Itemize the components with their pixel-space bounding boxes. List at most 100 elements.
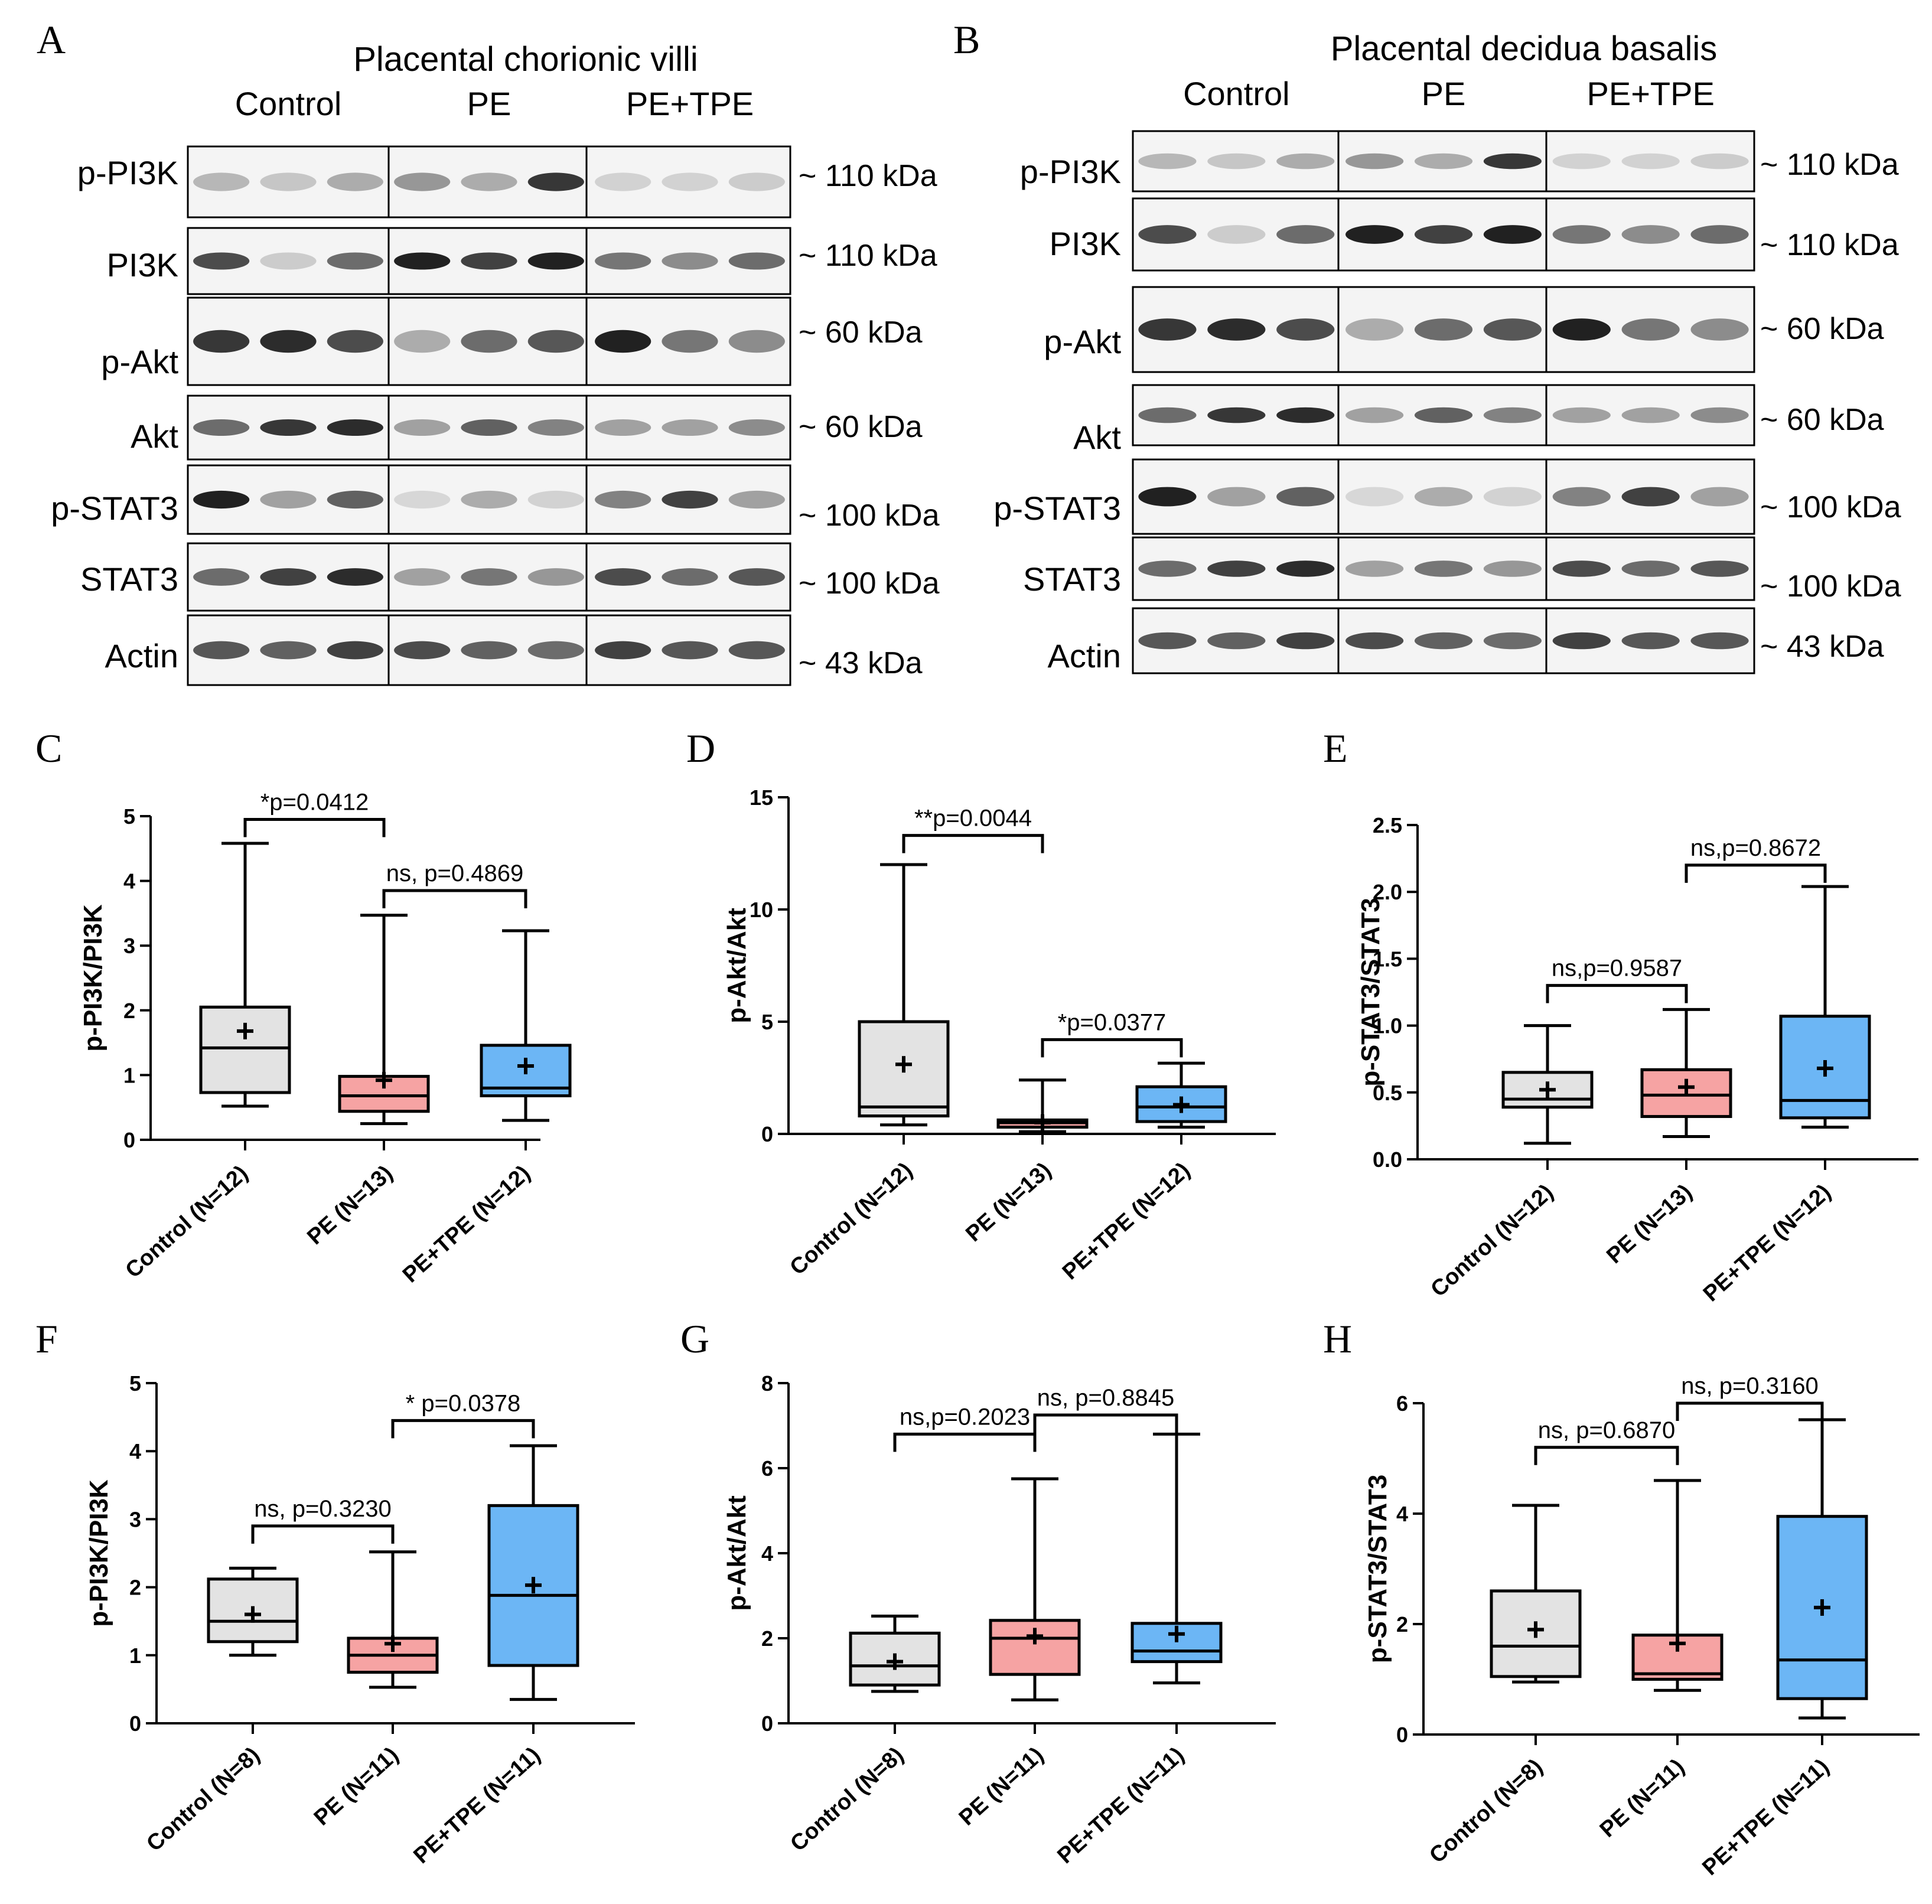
box-0 [849,1615,941,1734]
band [260,172,317,191]
p-value-label: ns,p=0.9587 [1552,956,1682,982]
x-tick-label: PE (N=13) [1602,1179,1697,1269]
box-0 [199,842,291,1150]
band [1207,225,1266,244]
bracket-line [391,1419,535,1439]
p-value-label: ns, p=0.3160 [1681,1373,1818,1399]
band [394,252,451,270]
bracket-line [1685,863,1827,883]
x-tick-label: PE+TPE (N=12) [1058,1158,1195,1284]
band [1345,487,1404,507]
boxplot-panel-C: C 0 1 2 3 4 5 p-PI3K/PI3K Control (N=12) PE (N=13… [35,726,572,1287]
band [595,330,651,353]
significance-bracket: ns, p=0.3230 [251,1496,395,1544]
p-value-label: ns, p=0.6870 [1538,1417,1675,1443]
band [1552,407,1611,423]
p-value-label: ns, p=0.4869 [386,860,523,886]
band [1483,407,1542,423]
band [1345,407,1404,423]
blot-row-pi3k: PI3K ~ 110 kDa [1050,197,1899,272]
panel-letter: E [1323,726,1348,771]
x-tick-label: Control (N=8) [1425,1754,1547,1868]
blot-row-p-stat3: p-STAT3 ~ 100 kDa [51,464,940,535]
band [662,490,718,509]
box-1 [347,1550,439,1734]
band [260,641,317,660]
band [728,568,785,586]
panel-letter: D [686,726,715,771]
kda-label: ~ 100 kDa [799,566,940,601]
band [1621,318,1680,341]
band [461,172,517,191]
panel-letter: A [37,17,66,62]
band [728,419,785,436]
band [394,330,451,353]
band [662,641,718,660]
bracket-line [893,1432,1037,1452]
band [662,172,718,191]
band [1690,225,1749,244]
y-axis-label: p-PI3K/PI3K [84,1479,113,1627]
band [1621,560,1680,577]
band [260,330,317,353]
y-axis-label: p-PI3K/PI3K [79,904,107,1052]
bracket-line [1534,1446,1679,1465]
band [1483,153,1542,169]
band [461,330,517,353]
band [193,641,250,660]
panel-letter: H [1323,1316,1352,1361]
p-value-label: ns,p=0.2023 [900,1404,1030,1430]
band [1138,560,1197,577]
band [1621,225,1680,244]
y-tick-label: 1 [123,1063,135,1087]
panel-letter: B [953,17,980,62]
band [1690,487,1749,507]
band [461,641,517,660]
y-tick-label: 4 [123,869,135,894]
y-axis-label: p-STAT3/STAT3 [1356,898,1385,1086]
blot-row-actin: Actin ~ 43 kDa [1048,607,1884,674]
band [1414,153,1473,169]
band [662,252,718,270]
band [728,252,785,270]
y-tick-label: 1.5 [1373,947,1402,971]
kda-label: ~ 110 kDa [799,159,937,193]
band [1276,318,1335,341]
box-2 [480,929,572,1150]
band [461,568,517,586]
row-label: p-PI3K [77,154,178,191]
x-tick-label: Control (N=12) [1426,1179,1558,1302]
y-tick-label: 5 [129,1371,141,1396]
kda-label: ~ 100 kDa [1760,569,1901,604]
blot-row-akt: Akt ~ 60 kDa [1073,384,1884,456]
blot-row-p-stat3: p-STAT3 ~ 100 kDa [993,458,1901,535]
band [394,419,451,436]
band [1414,407,1473,423]
band [662,330,718,353]
band [1138,318,1197,341]
row-label: Akt [131,418,178,455]
band [1276,487,1335,507]
band [1138,407,1197,423]
band [1207,407,1266,423]
band [527,252,584,270]
significance-bracket: ns, p=0.4869 [382,860,527,909]
band [527,419,584,436]
box-1 [1631,1479,1724,1745]
row-label: Actin [105,637,179,674]
band [1690,407,1749,423]
y-tick-label: 0 [1396,1723,1408,1747]
box-0 [858,863,950,1145]
y-tick-label: 6 [761,1456,773,1481]
band [1207,318,1266,341]
kda-label: ~ 60 kDa [799,410,923,444]
row-label: STAT3 [80,560,178,598]
y-tick-label: 5 [761,1010,773,1034]
band [728,330,785,353]
p-value-label: **p=0.0044 [914,806,1032,832]
y-tick-label: 2 [1396,1612,1408,1636]
kda-label: ~ 100 kDa [1760,490,1901,524]
band [1345,560,1404,577]
x-tick-label: PE+TPE (N=11) [1698,1754,1834,1880]
blot-title: Placental decidua basalis [1331,30,1718,68]
